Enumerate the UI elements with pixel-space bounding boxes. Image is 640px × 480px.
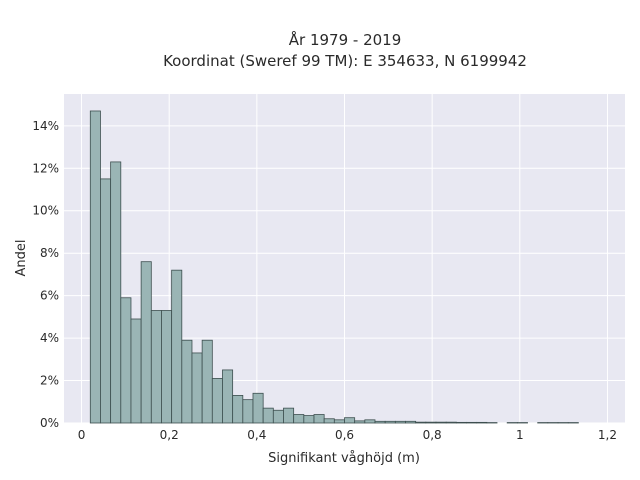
x-axis-ticks: 0 0,2 0,4 0,6 0,8 1 1,2: [78, 428, 617, 442]
histogram-bar-9: [181, 339, 193, 424]
histogram-bar-30: [394, 420, 406, 424]
histogram-bar-21: [303, 415, 315, 424]
histogram-bar-22: [313, 414, 325, 424]
histogram-bar-36: [455, 421, 467, 424]
histogram-bar-28: [374, 420, 386, 424]
histogram-bar-23: [323, 418, 335, 424]
histogram-bar-13: [222, 369, 234, 424]
histogram-bar-16: [252, 392, 264, 424]
histogram-bar-18: [272, 409, 284, 424]
histogram-bar-31: [405, 420, 417, 424]
histogram-bar-6: [150, 310, 162, 424]
histogram-bar-1: [100, 178, 112, 424]
histogram-bar-11: [201, 339, 213, 424]
histogram-bar-38: [476, 421, 488, 424]
histogram-bar-8: [171, 269, 183, 424]
y-axis-ticks: 0% 2% 4% 6% 8% 10% 12% 14%: [32, 119, 59, 430]
histogram-bar-4: [130, 318, 142, 424]
x-tick-label-3: 0,6: [335, 428, 354, 442]
x-tick-label-1: 0,2: [160, 428, 179, 442]
histogram-bar-34: [435, 421, 447, 424]
histogram-bar-17: [262, 407, 274, 424]
histogram-bar-20: [293, 414, 305, 424]
histogram-bar-0: [89, 110, 101, 424]
histogram-bar-25: [344, 417, 356, 424]
histogram-bar-33: [425, 421, 437, 424]
y-axis-label: Andel: [14, 240, 29, 277]
histogram-bar-7: [161, 310, 173, 424]
x-tick-label-6: 1,2: [598, 428, 617, 442]
y-tick-label-0: 0%: [40, 416, 59, 430]
histogram-bar-27: [364, 419, 376, 424]
histogram-bar-26: [354, 420, 366, 424]
x-axis-label: Signifikant våghöjd (m): [268, 451, 420, 466]
histogram-bar-35: [445, 421, 457, 424]
histogram-bars: [89, 110, 579, 424]
histogram-bar-12: [211, 378, 223, 424]
histogram-bar-2: [110, 161, 122, 424]
histogram-bar-24: [333, 419, 345, 424]
histogram-bar-19: [283, 407, 295, 424]
y-tick-label-5: 10%: [32, 204, 59, 218]
y-tick-label-6: 12%: [32, 161, 59, 175]
y-tick-label-3: 6%: [40, 289, 59, 303]
histogram-bar-3: [120, 297, 132, 424]
histogram-bar-5: [140, 261, 152, 424]
y-tick-label-2: 4%: [40, 331, 59, 345]
y-tick-label-7: 14%: [32, 119, 59, 133]
x-tick-label-2: 0,4: [247, 428, 266, 442]
y-tick-label-1: 2%: [40, 374, 59, 388]
histogram-bar-14: [232, 395, 244, 424]
histogram-bar-32: [415, 421, 427, 424]
histogram-bar-29: [384, 420, 396, 424]
histogram-bar-15: [242, 399, 254, 424]
chart-title: År 1979 - 2019: [289, 30, 402, 49]
histogram-bar-10: [191, 352, 203, 424]
x-tick-label-5: 1: [516, 428, 524, 442]
y-tick-label-4: 8%: [40, 246, 59, 260]
x-tick-label-4: 0,8: [423, 428, 442, 442]
chart-subtitle: Koordinat (Sweref 99 TM): E 354633, N 61…: [163, 52, 527, 70]
x-tick-label-0: 0: [78, 428, 86, 442]
histogram-bar-37: [466, 421, 478, 424]
